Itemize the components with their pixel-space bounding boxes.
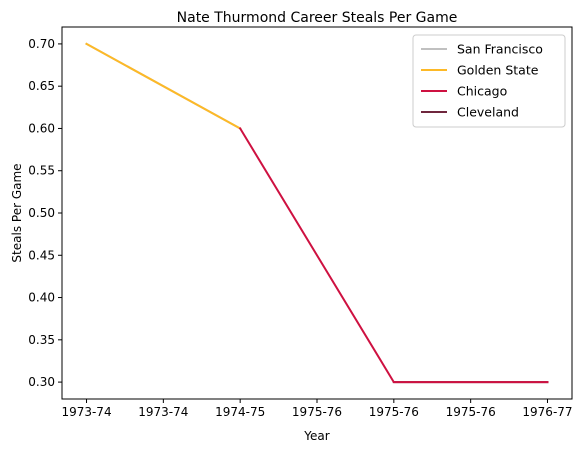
legend-label: Chicago [457, 84, 507, 99]
y-tick-label: 0.55 [28, 164, 55, 178]
y-tick-label: 0.35 [28, 333, 55, 347]
series-line-golden-state [85, 42, 242, 130]
y-tick-label: 0.50 [28, 206, 55, 220]
legend-box [412, 34, 566, 128]
y-tick-label: 0.45 [28, 248, 55, 262]
y-tick-label: 0.30 [28, 375, 55, 389]
y-tick-label: 0.70 [28, 37, 55, 51]
chart-title: Nate Thurmond Career Steals Per Game [177, 10, 458, 26]
legend: San Francisco Golden State Chicago Clevelan… [412, 34, 566, 128]
x-tick-label: 1973-74 [138, 405, 188, 419]
x-tick-label: 1976-77 [522, 405, 572, 419]
x-axis-label: Year [303, 429, 329, 443]
y-tick-label: 0.40 [28, 291, 55, 305]
series-lines [85, 42, 549, 384]
y-axis: 0.30 0.35 0.40 0.45 0.50 0.55 0.60 0.65 0.70 [28, 37, 62, 389]
x-axis: 1973-74 1973-74 1974-75 1975-76 1975-76 1975-… [61, 399, 573, 419]
y-axis-label: Steals Per Game [10, 163, 24, 262]
series-line-chicago [238, 127, 549, 384]
x-tick-label: 1975-76 [292, 405, 342, 419]
x-tick-label: 1974-75 [215, 405, 265, 419]
y-tick-label: 0.65 [28, 79, 55, 93]
legend-label: San Francisco [457, 42, 543, 57]
x-tick-label: 1975-76 [446, 405, 496, 419]
x-tick-label: 1973-74 [61, 405, 111, 419]
x-tick-label: 1975-76 [369, 405, 419, 419]
legend-label: Cleveland [457, 105, 519, 120]
legend-label: Golden State [457, 63, 539, 78]
y-tick-label: 0.60 [28, 121, 55, 135]
